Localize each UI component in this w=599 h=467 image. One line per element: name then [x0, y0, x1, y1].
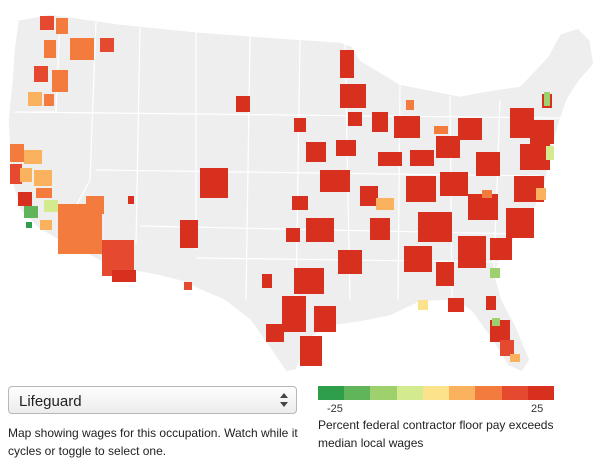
updown-arrows-icon	[280, 393, 288, 407]
legend-swatch	[501, 386, 528, 400]
legend-swatch	[527, 386, 554, 400]
pacific-northwest-counties	[28, 16, 114, 106]
county-regions	[10, 16, 554, 366]
map-svg	[7, 13, 595, 373]
legend-caption: Percent federal contractor floor pay exc…	[318, 418, 554, 450]
legend-swatch	[370, 386, 397, 400]
occupation-select[interactable]: Lifeguard	[8, 386, 297, 414]
california-counties	[10, 144, 58, 230]
legend-min-label: -25	[327, 403, 343, 415]
mountain-counties	[180, 96, 306, 290]
us-wage-map	[7, 13, 595, 373]
legend-color-scale	[318, 386, 554, 400]
central-counties	[266, 50, 388, 366]
legend-swatch	[449, 386, 476, 400]
legend-swatch	[396, 386, 423, 400]
legend-swatch	[344, 386, 371, 400]
florida-counties	[490, 318, 520, 362]
midwest-east-counties	[370, 92, 554, 312]
legend-swatch	[318, 386, 345, 400]
occupation-select-value: Lifeguard	[19, 393, 82, 410]
legend-max-label: 25	[531, 403, 544, 415]
map-description: Map showing wages for this occupation. W…	[8, 426, 298, 458]
legend-swatch	[475, 386, 502, 400]
southwest-counties	[58, 196, 136, 282]
legend-swatch	[422, 386, 450, 400]
